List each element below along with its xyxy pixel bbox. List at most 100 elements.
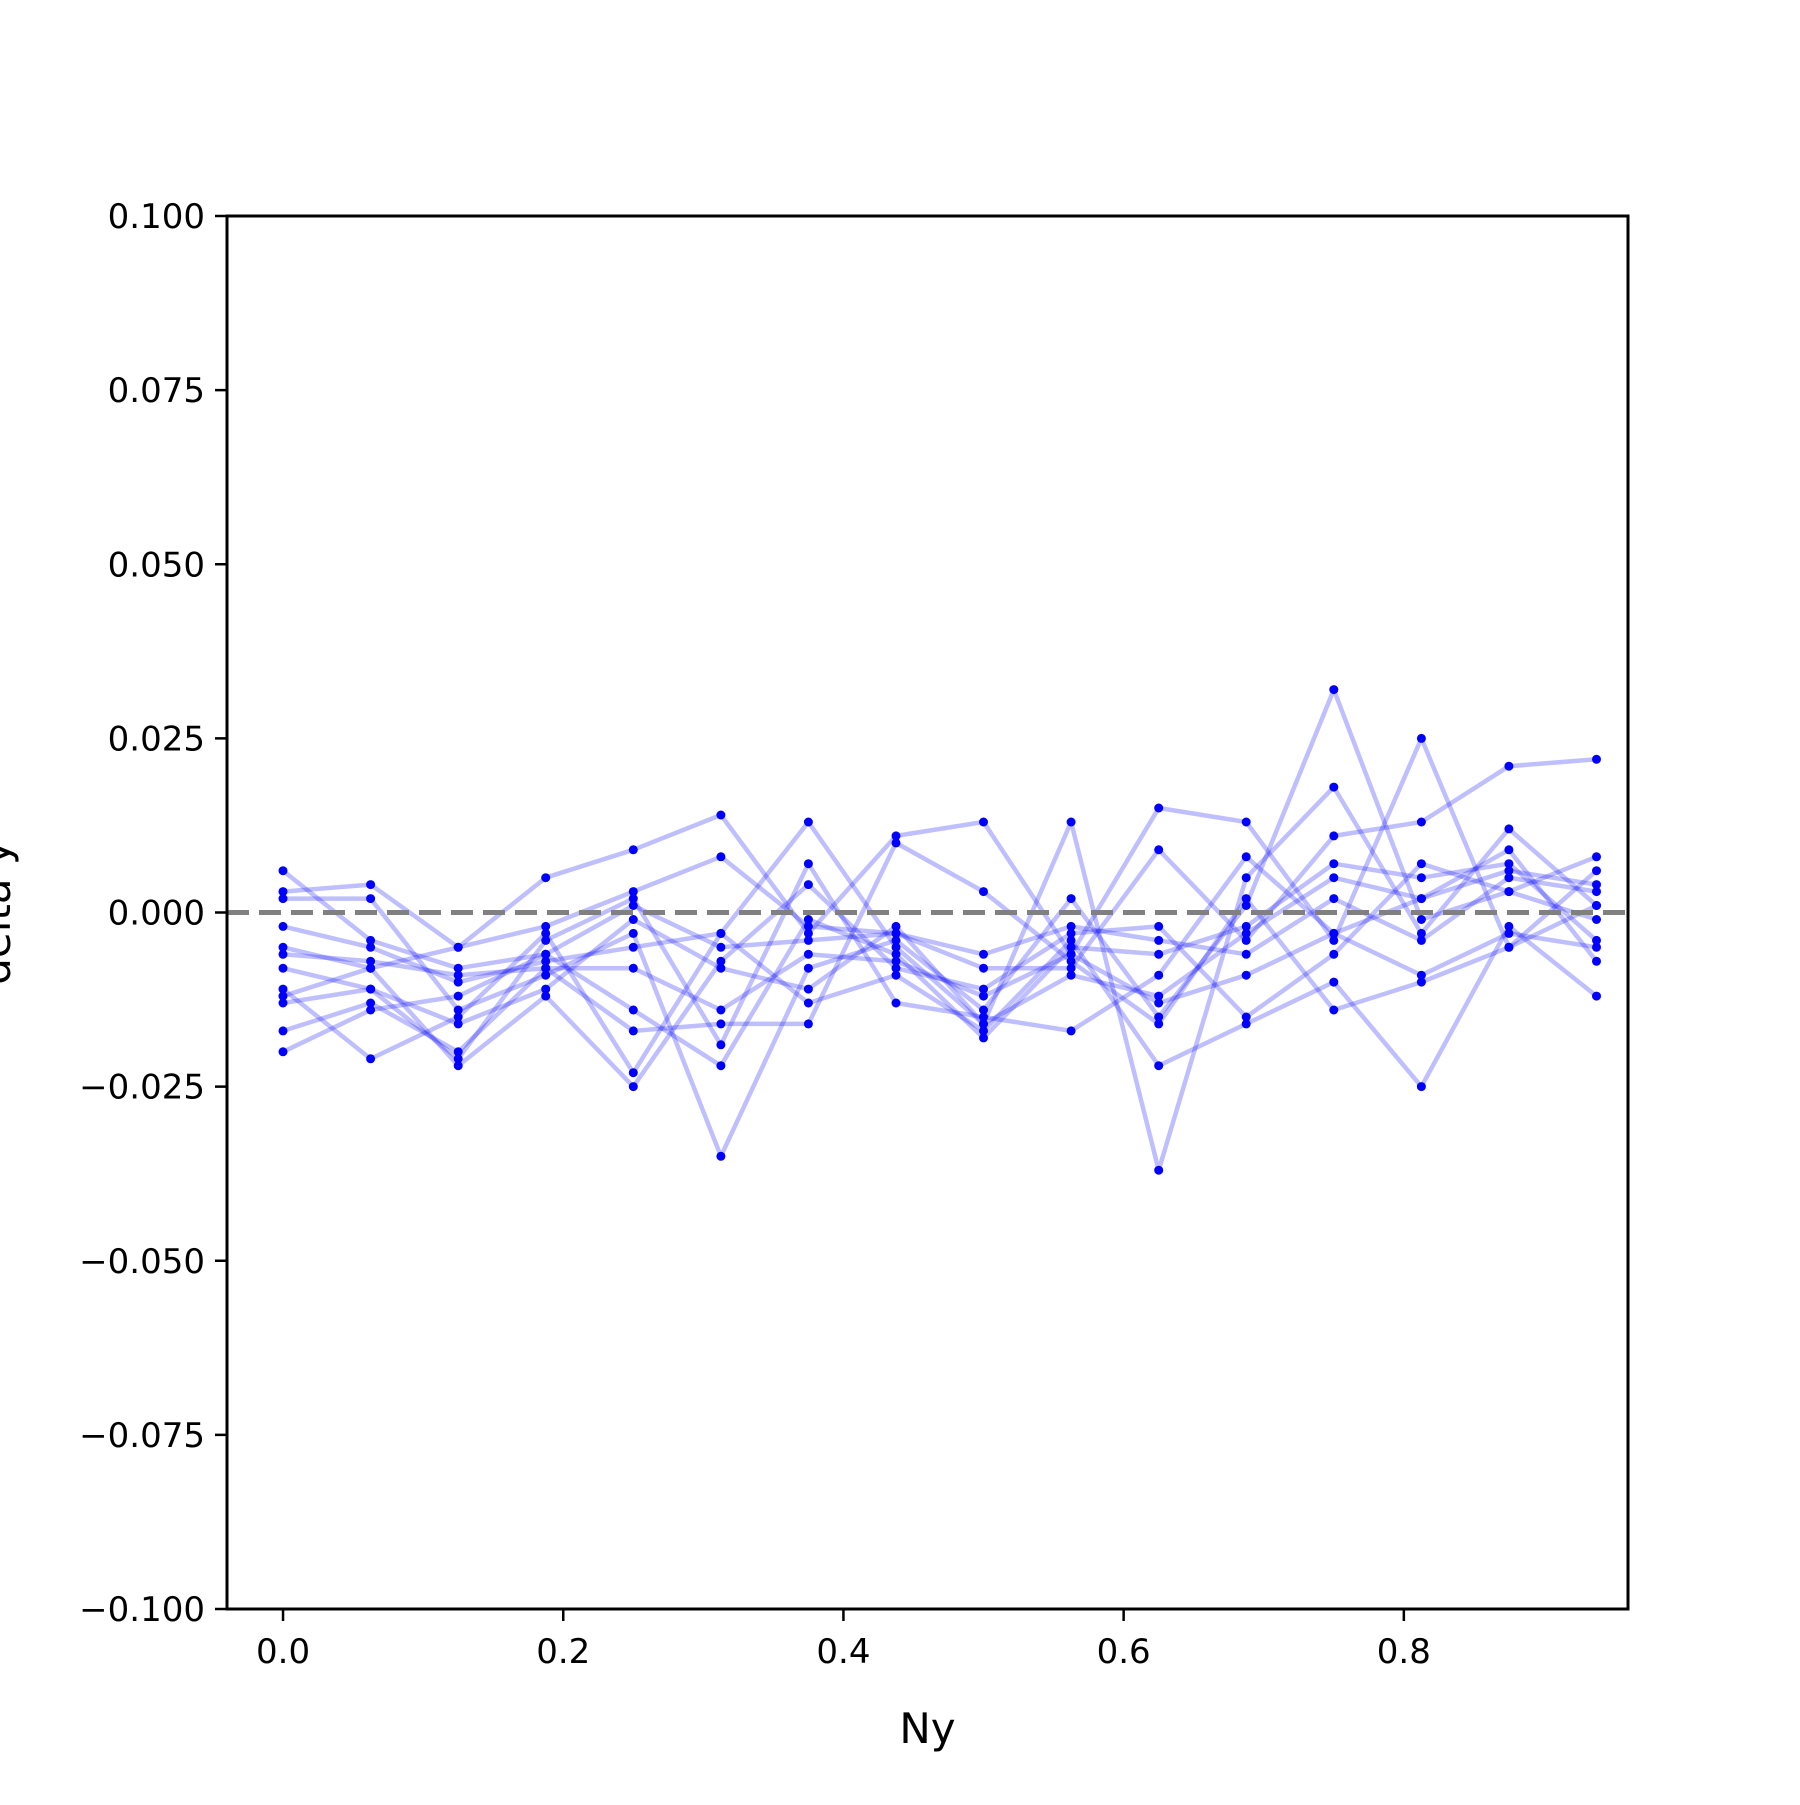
data-point-s9-10 (1066, 928, 1076, 938)
data-point-s4-4 (541, 956, 551, 966)
data-point-s1-2 (366, 935, 376, 945)
data-point-s5-10 (1066, 963, 1076, 973)
data-point-s2-4 (541, 873, 551, 883)
y-tick-label-4: 0.025 (108, 719, 205, 759)
series-line-11 (282, 854, 1597, 1062)
data-point-s11-16 (1592, 880, 1601, 890)
data-point-s9-16 (1592, 915, 1601, 924)
data-point-s10-7 (803, 1019, 813, 1029)
data-point-s10-4 (541, 963, 551, 973)
data-point-s10-3 (453, 1047, 463, 1057)
data-point-s11-10 (1066, 1026, 1076, 1036)
y-tick-label-5: 0.000 (108, 894, 205, 934)
y-tick-label-7: −0.050 (79, 1242, 205, 1282)
data-point-s12-9 (979, 1033, 988, 1043)
data-point-s5-12 (1241, 935, 1251, 945)
data-point-s2-2 (366, 880, 376, 890)
data-point-s9-14 (1416, 859, 1426, 869)
data-point-s4-7 (803, 817, 813, 827)
data-point-s5-9 (979, 963, 988, 973)
y-tick-label-1: 0.100 (108, 197, 205, 237)
data-point-s3-8 (891, 935, 901, 945)
data-point-s6-15 (1504, 928, 1514, 938)
data-point-s1-9 (979, 949, 988, 959)
data-point-s11-11 (1154, 970, 1164, 980)
data-point-s12-3 (453, 991, 463, 1001)
data-point-s5-5 (628, 887, 638, 897)
x-axis: 0.0 0.2 0.4 0.6 0.8 (256, 1609, 1431, 1672)
data-point-s3-6 (716, 1151, 726, 1161)
data-point-s9-2 (366, 963, 376, 973)
data-point-s10-2 (366, 998, 376, 1008)
data-point-s12-11 (1154, 949, 1164, 959)
data-point-s7-8 (891, 921, 901, 931)
data-point-s1-12 (1241, 949, 1251, 959)
data-point-s4-3 (453, 977, 463, 987)
data-point-s12-14 (1416, 873, 1426, 883)
data-point-s7-12 (1241, 928, 1251, 938)
data-point-s1-3 (453, 963, 463, 973)
data-point-s7-5 (628, 915, 638, 924)
data-point-s11-4 (541, 935, 551, 945)
data-point-s2-9 (979, 817, 988, 827)
series-line-10 (282, 840, 1598, 1055)
data-point-s6-9 (979, 991, 988, 1001)
data-point-s9-12 (1241, 1012, 1251, 1022)
data-point-s12-15 (1504, 859, 1514, 869)
data-point-s10-13 (1329, 1005, 1339, 1015)
data-point-s3-4 (541, 970, 551, 980)
data-point-s3-7 (803, 963, 813, 973)
data-point-s10-8 (891, 838, 901, 848)
data-point-s2-1 (278, 887, 288, 897)
data-point-s4-2 (366, 942, 376, 952)
data-point-s8-6 (716, 928, 726, 938)
data-point-s9-4 (541, 991, 551, 1001)
data-point-s10-1 (278, 1026, 288, 1036)
data-point-s6-3 (453, 970, 463, 980)
data-point-s11-7 (803, 859, 813, 869)
data-point-s3-14 (1416, 915, 1426, 924)
data-point-s12-5 (628, 1005, 638, 1015)
data-point-s2-7 (803, 928, 813, 938)
data-point-s12-12 (1241, 921, 1251, 931)
data-point-s5-16 (1592, 754, 1601, 764)
data-point-s7-15 (1504, 845, 1514, 855)
data-point-s2-8 (891, 831, 901, 841)
data-point-s10-16 (1592, 866, 1601, 876)
data-point-s1-6 (716, 942, 726, 952)
data-point-s9-9 (979, 984, 988, 994)
data-point-s3-10 (1066, 894, 1076, 904)
data-point-s8-3 (453, 1012, 463, 1022)
data-point-s5-8 (891, 928, 901, 938)
data-point-s7-1 (278, 963, 288, 973)
data-point-s3-12 (1241, 901, 1251, 910)
data-point-s9-8 (891, 963, 901, 973)
data-point-s8-8 (891, 970, 901, 980)
data-point-s6-10 (1066, 949, 1076, 959)
x-tick-label-4: 0.6 (1097, 1632, 1151, 1672)
data-point-s12-4 (541, 949, 551, 959)
data-point-s2-11 (1154, 803, 1164, 813)
x-axis-label: Ny (899, 1704, 955, 1753)
series-line-6 (282, 931, 1597, 1013)
data-point-s10-15 (1504, 942, 1514, 952)
data-point-s3-9 (979, 1005, 988, 1015)
data-point-s4-11 (1154, 1165, 1164, 1175)
data-point-s12-13 (1329, 859, 1339, 869)
data-point-s12-8 (891, 949, 901, 959)
data-point-s3-13 (1329, 685, 1339, 695)
data-point-s9-15 (1504, 887, 1514, 897)
data-point-s5-7 (803, 921, 813, 931)
data-point-s1-14 (1416, 935, 1426, 945)
data-point-s6-1 (278, 949, 288, 959)
data-point-s6-8 (891, 956, 901, 966)
data-point-s2-12 (1241, 817, 1251, 827)
data-point-s11-12 (1241, 852, 1251, 862)
data-point-s1-15 (1504, 873, 1514, 883)
data-point-s11-6 (716, 1040, 726, 1050)
x-tick-label-5: 0.8 (1377, 1632, 1431, 1672)
data-point-s5-13 (1329, 831, 1339, 841)
data-point-s9-11 (1154, 921, 1164, 931)
data-point-s10-12 (1241, 894, 1251, 904)
